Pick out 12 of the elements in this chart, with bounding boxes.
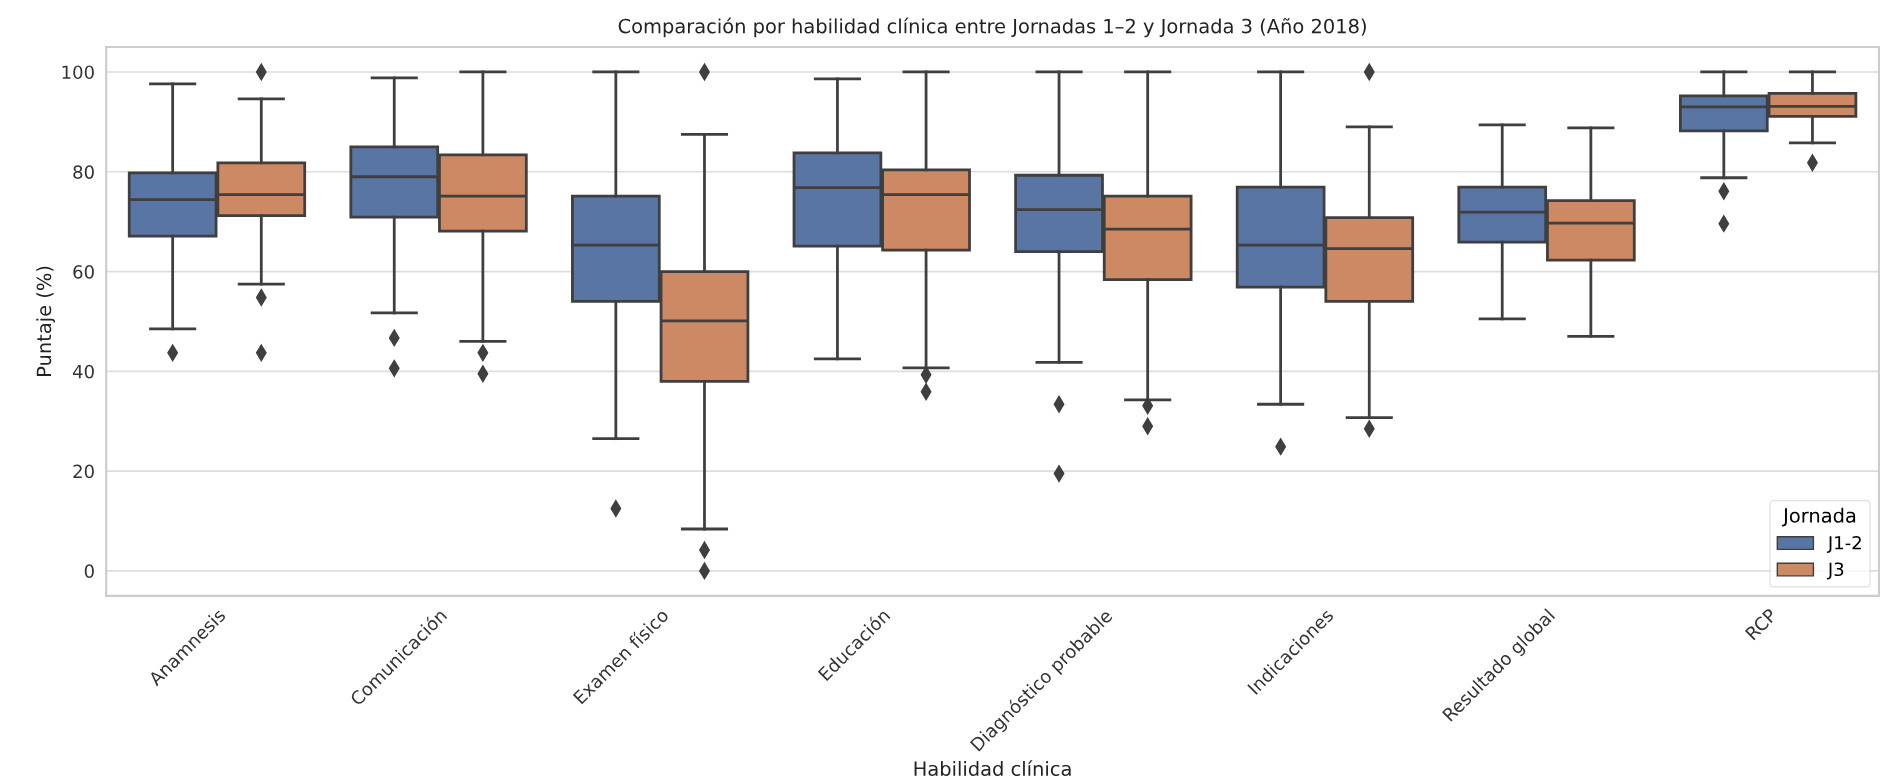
- y-tick-label: 40: [72, 364, 94, 379]
- chart-title: Comparación por habilidad clínica entre Jornadas 1–2 y Jornada 3 (Año 2018): [618, 17, 1366, 38]
- legend-label: J3: [1826, 562, 1844, 580]
- legend-label: J1-2: [1826, 535, 1861, 553]
- x-axis-title: Habilidad clínica: [914, 760, 1071, 777]
- y-tick-label: 20: [73, 464, 94, 479]
- legend-title: Jornada: [1782, 507, 1856, 527]
- y-tick-label: 100: [62, 65, 94, 80]
- y-tick-label: 0: [84, 564, 94, 579]
- y-axis-title: Puntaje (%): [36, 266, 56, 376]
- y-tick-label: 80: [73, 165, 94, 179]
- y-tick-label: 60: [73, 265, 94, 279]
